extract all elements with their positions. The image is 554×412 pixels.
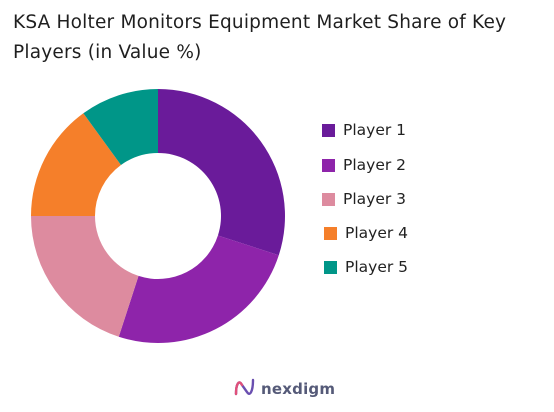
legend-item-3: Player 3	[322, 189, 406, 209]
donut-slice-3	[31, 216, 139, 337]
donut-slice-4	[31, 113, 121, 216]
legend-label: Player 1	[343, 121, 407, 139]
legend-label: Player 4	[345, 224, 409, 242]
legend-item-5: Player 5	[324, 257, 408, 277]
donut-slice-2	[118, 235, 279, 343]
legend-swatch	[324, 226, 337, 240]
legend-swatch	[322, 158, 335, 172]
donut-slice-1	[158, 89, 285, 256]
legend-label: Player 3	[343, 190, 407, 208]
brand-footer: nexdigm	[0, 376, 554, 402]
legend-item-4: Player 4	[324, 223, 408, 243]
legend-swatch	[322, 123, 335, 137]
legend-label: Player 5	[345, 258, 409, 276]
nexdigm-logo-icon	[233, 376, 257, 402]
chart-title: KSA Holter Monitors Equipment Market Sha…	[13, 12, 507, 63]
legend-swatch	[324, 260, 337, 274]
donut-slice-5	[83, 89, 158, 166]
legend-swatch	[322, 192, 335, 206]
legend-label: Player 2	[343, 156, 407, 174]
legend-item-1: Player 1	[322, 120, 406, 140]
brand-name: nexdigm	[261, 380, 336, 398]
legend-item-2: Player 2	[322, 155, 406, 175]
